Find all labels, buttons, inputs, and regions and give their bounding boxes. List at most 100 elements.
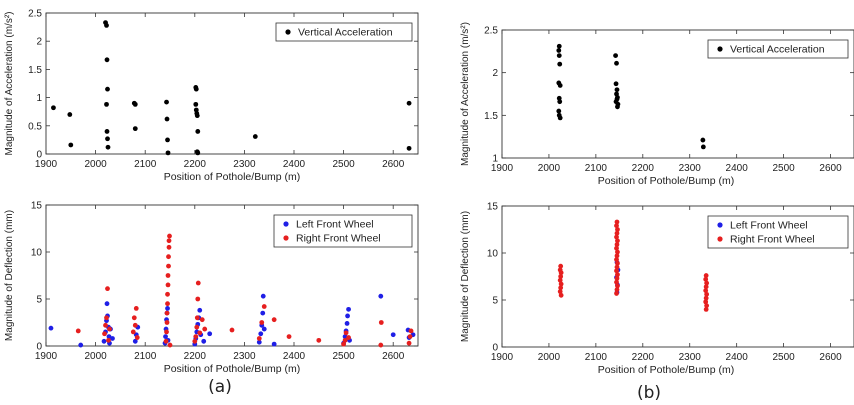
data-point bbox=[614, 230, 620, 236]
legend-label: Left Front Wheel bbox=[296, 219, 374, 231]
y-axis-label: Magnitude of Acceleration (m/s²) bbox=[460, 22, 471, 166]
data-point bbox=[614, 287, 620, 293]
x-tick-label: 2500 bbox=[332, 159, 355, 170]
y-tick-label: 2 bbox=[36, 37, 42, 48]
data-point bbox=[556, 48, 562, 53]
data-point bbox=[104, 23, 109, 28]
data-point bbox=[704, 303, 710, 309]
data-point bbox=[165, 306, 170, 311]
y-tick-label: 15 bbox=[487, 202, 499, 213]
x-axis-label: Position of Pothole/Bump (m) bbox=[164, 171, 301, 183]
data-point bbox=[700, 144, 706, 150]
legend-marker bbox=[717, 222, 723, 228]
data-point bbox=[167, 342, 173, 348]
y-tick-label: 0.5 bbox=[28, 121, 42, 132]
data-point bbox=[165, 301, 170, 307]
data-point bbox=[132, 101, 138, 107]
y-tick-label: 10 bbox=[487, 249, 499, 260]
data-point bbox=[256, 336, 262, 341]
chart-a-bottom: 1900 2000 2100 2200 2300 2400 2500 2600 0 5 10 15 Po… bbox=[4, 201, 419, 375]
x-tick-label: 2600 bbox=[382, 351, 405, 362]
data-point bbox=[615, 104, 620, 110]
data-point bbox=[132, 126, 138, 132]
legend-box bbox=[275, 22, 413, 42]
x-tick-label: 2100 bbox=[134, 159, 157, 170]
data-point bbox=[700, 137, 706, 143]
x-tick-label: 2200 bbox=[184, 159, 207, 170]
data-point bbox=[558, 263, 564, 269]
data-point bbox=[345, 313, 350, 319]
data-point bbox=[341, 341, 346, 347]
x-axis-label: Position of Pothole/Bump (m) bbox=[164, 363, 301, 375]
data-point bbox=[615, 238, 620, 244]
data-point bbox=[106, 337, 111, 343]
x-tick-label: 2100 bbox=[585, 163, 608, 174]
data-point bbox=[271, 317, 277, 323]
y-tick-label: 5 bbox=[36, 295, 42, 306]
data-point bbox=[614, 253, 620, 259]
data-point bbox=[558, 281, 564, 287]
data-point bbox=[614, 268, 619, 274]
data-point bbox=[103, 322, 108, 328]
data-point bbox=[261, 304, 267, 309]
x-tick-label: 2600 bbox=[819, 163, 842, 174]
x-tick-label: 2400 bbox=[283, 159, 306, 170]
x-tick-label: 1900 bbox=[491, 352, 514, 363]
legend-box bbox=[707, 39, 849, 59]
data-point bbox=[165, 282, 171, 288]
y-axis-label: Magnitude of Deflection (mm) bbox=[460, 211, 471, 342]
y-tick-label: 1.5 bbox=[484, 111, 498, 122]
data-point bbox=[194, 315, 200, 321]
x-tick-label: 2000 bbox=[84, 351, 107, 362]
data-point bbox=[614, 234, 619, 240]
y-tick-label: 2.5 bbox=[484, 26, 498, 37]
x-tick-label: 2500 bbox=[772, 352, 795, 363]
data-point bbox=[260, 310, 266, 316]
data-point bbox=[165, 291, 170, 297]
data-point bbox=[703, 284, 709, 290]
legend-label: Right Front Wheel bbox=[730, 234, 815, 246]
data-point bbox=[194, 324, 200, 330]
data-point bbox=[557, 99, 563, 105]
data-point bbox=[132, 322, 138, 328]
data-point bbox=[130, 329, 136, 335]
legend-label: Right Front Wheel bbox=[296, 233, 381, 245]
data-point bbox=[615, 249, 620, 255]
data-point bbox=[75, 328, 81, 334]
data-point bbox=[406, 100, 412, 106]
data-point bbox=[104, 315, 109, 321]
data-point bbox=[207, 331, 213, 337]
data-point bbox=[615, 283, 620, 289]
y-tick-label: 1.5 bbox=[28, 65, 42, 76]
data-point bbox=[110, 336, 115, 341]
data-point bbox=[343, 330, 349, 336]
data-point bbox=[104, 101, 109, 107]
data-point bbox=[131, 315, 137, 321]
data-point bbox=[105, 286, 110, 292]
x-tick-label: 2100 bbox=[134, 351, 157, 362]
chart-b-bottom: 1900 2000 2100 2200 2300 2400 2500 2600 0 5 10 15 Po… bbox=[460, 202, 854, 376]
data-point bbox=[271, 341, 277, 347]
data-point bbox=[165, 273, 171, 278]
data-point bbox=[346, 335, 351, 340]
data-point bbox=[557, 277, 563, 283]
data-point bbox=[101, 338, 107, 344]
x-tick-label: 2300 bbox=[233, 351, 256, 362]
data-point bbox=[703, 273, 709, 278]
data-point bbox=[166, 263, 171, 269]
data-point bbox=[252, 134, 258, 139]
data-point bbox=[615, 260, 620, 266]
y-tick-label: 1 bbox=[36, 93, 42, 104]
data-point bbox=[346, 306, 351, 312]
data-point bbox=[258, 331, 264, 337]
data-point bbox=[557, 115, 563, 121]
x-tick-label: 2600 bbox=[382, 159, 405, 170]
data-point bbox=[164, 329, 169, 335]
data-point bbox=[344, 321, 350, 326]
data-point bbox=[614, 257, 619, 262]
data-point bbox=[557, 83, 563, 88]
data-point bbox=[614, 279, 619, 285]
legend-marker bbox=[283, 221, 289, 227]
legend-marker bbox=[717, 236, 723, 242]
